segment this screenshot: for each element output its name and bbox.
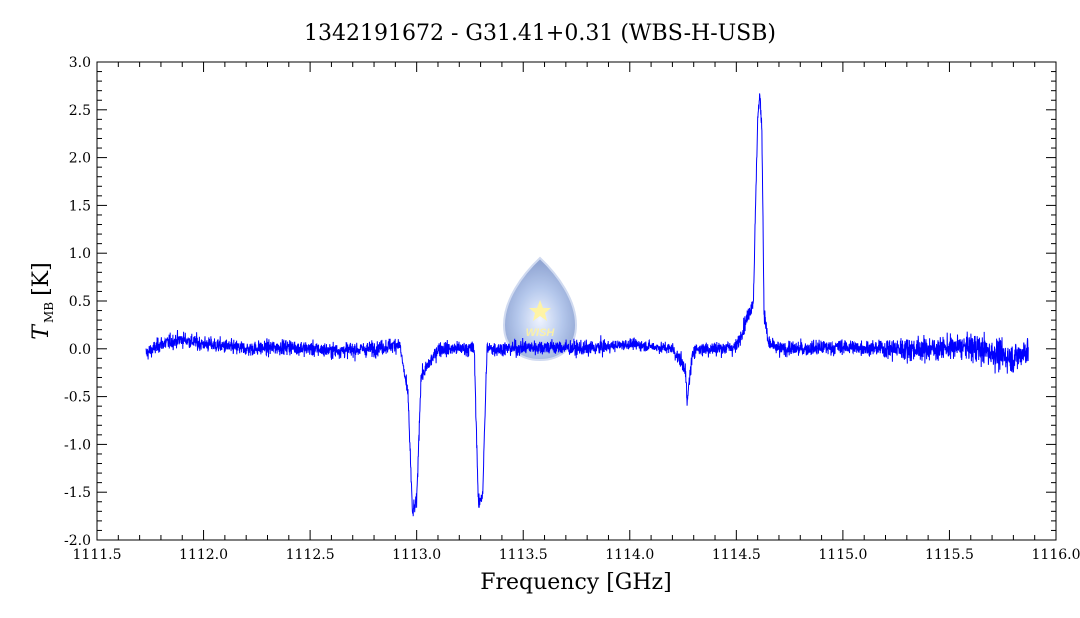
y-tick-label: 1.0: [69, 246, 91, 262]
x-tick-label: 1112.5: [286, 547, 335, 563]
logo-text: WISH: [526, 327, 556, 339]
plot-frame: [96, 61, 1057, 541]
x-tick-label: 1116.0: [1032, 547, 1080, 563]
y-tick-label: -1.0: [64, 437, 91, 453]
y-tick-label: 2.0: [69, 151, 91, 167]
spectrum-line: [145, 93, 1029, 517]
y-tick-labels: -2.0 -1.5 -1.0 -0.5 0.0 0.5 1.0 1.5 2.0 2.5 3.0: [64, 55, 91, 549]
star-icon: [529, 300, 551, 321]
y-axis-label-main: T: [29, 323, 54, 340]
x-tick-label: 1112.0: [179, 547, 228, 563]
y-tick-label: 2.5: [69, 103, 91, 119]
x-tick-label: 1113.5: [499, 547, 548, 563]
y-tick-label: 1.5: [69, 198, 91, 214]
y-axis-label-sub: MB: [42, 302, 56, 323]
x-tick-label: 1114.5: [712, 547, 761, 563]
y-tick-label: -1.5: [64, 485, 91, 501]
x-tick-label: 1113.0: [392, 547, 441, 563]
y-axis-label: TMB [K]: [29, 262, 56, 339]
chart-title: 1342191672 - G31.41+0.31 (WBS-H-USB): [304, 21, 776, 46]
y-axis-label-unit: [K]: [29, 262, 54, 296]
x-axis-label: Frequency [GHz]: [480, 570, 672, 595]
x-tick-label: 1111.5: [73, 547, 122, 563]
y-tick-label: 0.0: [69, 342, 91, 358]
y-tick-label: 0.5: [69, 294, 91, 310]
x-tick-label: 1115.5: [925, 547, 974, 563]
x-tick-label: 1115.0: [818, 547, 867, 563]
svg-text:TMB[K]: TMB [K]: [29, 262, 56, 339]
y-tick-label: -2.0: [64, 533, 91, 549]
axis-ticks: [96, 61, 1057, 541]
x-tick-labels: 1111.5 1112.0 1112.5 1113.0 1113.5 1114.0 1114…: [73, 547, 1080, 563]
x-tick-label: 1114.0: [605, 547, 654, 563]
y-tick-label: -0.5: [64, 390, 91, 406]
y-tick-label: 3.0: [69, 55, 91, 71]
wish-logo: WISH: [502, 256, 578, 362]
